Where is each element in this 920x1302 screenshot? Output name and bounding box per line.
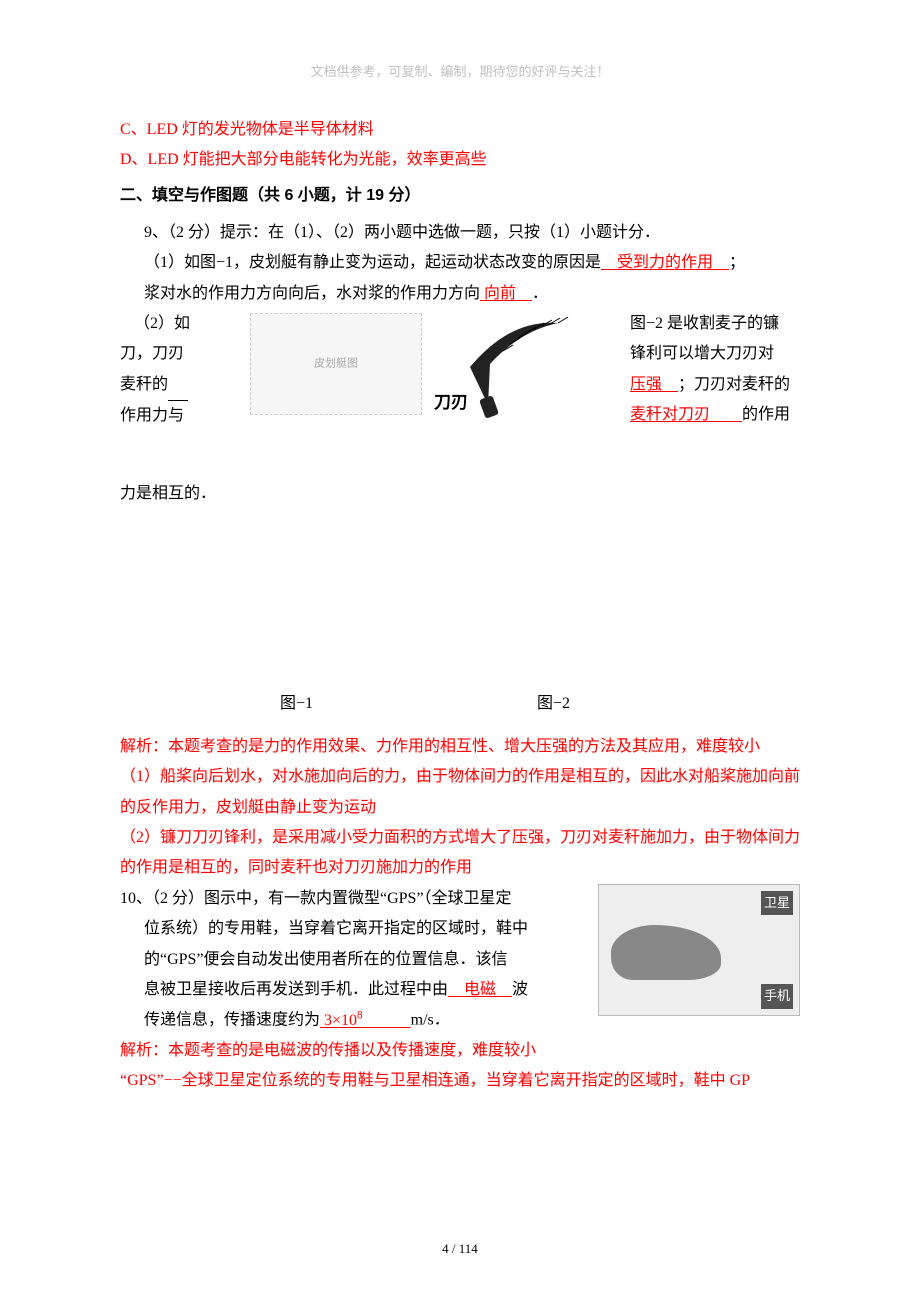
q9-2-left1: （2）如 [120, 309, 210, 339]
answer-option-d: D、LED 灯能把大部分电能转化为光能，效率更高些 [120, 145, 800, 175]
figure-2-sickle: 刀刃 [440, 309, 590, 430]
q10-text-g: m/s． [411, 1012, 450, 1029]
q10-explain-2: “GPS”−−全球卫星定位系统的专用鞋与卫星相连通，当穿着它离开指定的区域时，鞋… [120, 1066, 800, 1096]
q9-explain-3: （2）镰刀刀刃锋利，是采用减小受力面积的方式增大了压强，刀刃对麦秆施加力，由于物… [120, 823, 800, 884]
figure-1-label: 图−1 [280, 689, 313, 719]
sickle-label: 刀刃 [434, 387, 468, 419]
q9-2-left2: 刀，刀刃 [120, 339, 210, 369]
q10-blank2: 3×108 [320, 1012, 411, 1029]
q9-2-right4: 麦秆对刀刃 的作用 [630, 400, 800, 430]
q10-text-d: 息被卫星接收后再发送到手机．此过程中由 [144, 981, 448, 998]
q9-part2-right-col: 图−2 是收割麦子的镰 锋利可以增大刀刃对 压强 ；刀刃对麦秆的 麦秆对刀刃 的… [630, 309, 800, 431]
figure-2-label: 图−2 [537, 689, 570, 719]
q10-text-e: 波 [512, 981, 528, 998]
q9-2-right3: 压强 ；刀刃对麦秆的 [630, 370, 800, 400]
kayak-placeholder-icon [250, 313, 422, 415]
q9-2-right3-blank: 压强 [630, 376, 678, 393]
answer-option-c: C、LED 灯的发光物体是半导体材料 [120, 115, 800, 145]
q10-blank2-tail [363, 1012, 411, 1029]
q9-1-text-c: 浆对水的作用力方向向后，水对浆的作用力方向 [144, 285, 480, 302]
q9-2-right4-blank: 麦秆对刀刃 [630, 406, 742, 423]
q9-stem: 9、（2 分）提示：在（1）、（2）两小题中选做一题，只按（1）小题计分． [120, 218, 800, 248]
q9-1-blank2: 向前 [480, 285, 532, 302]
q10-block: 卫星 手机 10、（2 分）图示中，有一款内置微型“GPS”（全球卫星定 位系统… [120, 884, 800, 1036]
page-number: 4 / 114 [0, 1237, 920, 1262]
q9-part2-row: （2）如 刀，刀刃 麦秆的 作用力与 图−2 是收割麦子的镰 锋利可以增大刀刃对… [120, 309, 800, 479]
gps-satellite-label: 卫星 [761, 891, 793, 916]
sickle-svg-wrap: 刀刃 [440, 309, 590, 419]
q10-blank2-base: 3×10 [320, 1012, 357, 1029]
header-note: 文档供参考，可复制、编制，期待您的好评与关注！ [120, 60, 800, 85]
q9-1-blank1: 受到力的作用 [601, 254, 729, 271]
q9-2-tail: 力是相互的． [120, 479, 800, 509]
q9-2-right4-text: 的作用 [742, 406, 790, 423]
q9-part1-line1: （1）如图−1，皮划艇有静止变为运动，起运动状态改变的原因是 受到力的作用 ； [120, 248, 800, 278]
document-page: 文档供参考，可复制、编制，期待您的好评与关注！ C、LED 灯的发光物体是半导体… [0, 0, 920, 1302]
q9-1-text-d: ． [532, 285, 548, 302]
q10-blank1: 电磁 [448, 981, 512, 998]
q9-explain-2: （1）船桨向后划水，对水施加向后的力，由于物体间力的作用是相互的，因此水对船桨施… [120, 762, 800, 823]
q9-2-right2: 锋利可以增大刀刃对 [630, 339, 800, 369]
q9-figures: 刀刃 [210, 309, 630, 430]
q9-1-text-a: （1）如图−1，皮划艇有静止变为运动，起运动状态改变的原因是 [144, 254, 601, 271]
q9-2-left3-blank [168, 370, 188, 401]
q9-2-left4: 作用力与 [120, 401, 210, 431]
figure-labels-row: 图−1 图−2 [120, 689, 800, 719]
q9-2-right1: 图−2 是收割麦子的镰 [630, 309, 800, 339]
gps-phone-label: 手机 [761, 984, 793, 1009]
q9-2-left3: 麦秆的 [120, 370, 210, 401]
q9-1-text-b: ； [729, 254, 745, 271]
q9-part1-line2: 浆对水的作用力方向向后，水对浆的作用力方向 向前 ． [120, 279, 800, 309]
q9-2-right3-text: ；刀刃对麦秆的 [678, 376, 790, 393]
q9-explain-1: 解析：本题考查的是力的作用效果、力作用的相互性、增大压强的方法及其应用，难度较小 [120, 732, 800, 762]
figure-gps-shoe: 卫星 手机 [598, 884, 800, 1016]
q9-2-left3-text: 麦秆的 [120, 376, 168, 393]
q10-text-f: 传递信息，传播速度约为 [144, 1012, 320, 1029]
figure-1-kayak [250, 313, 422, 426]
q9-part2-left-col: （2）如 刀，刀刃 麦秆的 作用力与 [120, 309, 210, 432]
section-2-title: 二、填空与作图题（共 6 小题，计 19 分） [120, 181, 800, 211]
q10-explain-1: 解析：本题考查的是电磁波的传播以及传播速度，难度较小 [120, 1036, 800, 1066]
shoe-icon [611, 925, 721, 980]
